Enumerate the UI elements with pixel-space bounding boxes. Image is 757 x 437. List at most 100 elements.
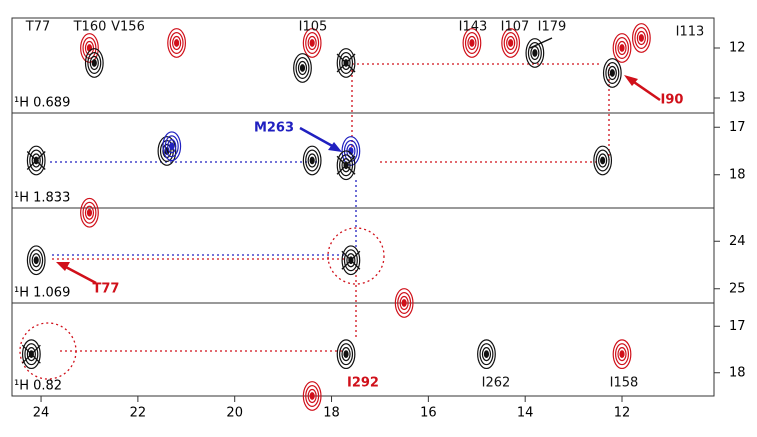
- arrow: [299, 126, 337, 150]
- peak-annotation: T77: [25, 20, 50, 35]
- peak-annotation: I262: [482, 376, 511, 391]
- peak-contour: [89, 55, 99, 71]
- y-tick-label: 13: [729, 91, 746, 106]
- peak-contour: [86, 208, 93, 217]
- peak-contour: [26, 245, 46, 276]
- highlight-circle: [19, 322, 77, 380]
- peak-contour: [503, 31, 518, 54]
- peak-contour: [339, 343, 354, 366]
- peak-contour: [341, 245, 361, 276]
- panel-label: ¹H 1.069: [14, 286, 70, 301]
- peak-contour: [617, 347, 627, 362]
- peak-contour: [607, 65, 617, 81]
- peak-contour: [31, 253, 41, 268]
- peak-contour: [157, 136, 177, 166]
- peak-contour: [21, 339, 41, 370]
- peak-cross: [341, 250, 361, 270]
- peak-contour: [84, 40, 95, 56]
- peak-contour: [302, 145, 322, 176]
- x-tick-label: 20: [226, 406, 243, 421]
- peak-contour: [297, 60, 308, 76]
- peak-contour: [302, 28, 322, 58]
- peak-contour: [91, 59, 97, 67]
- peak-contour: [167, 139, 177, 154]
- peak-contour: [532, 49, 538, 57]
- y-tick-label: 18: [729, 365, 746, 380]
- peak-annotation: I158: [610, 376, 639, 391]
- arrow: [61, 263, 97, 285]
- peak-contour: [530, 45, 540, 61]
- peak-contour: [302, 381, 322, 411]
- peak-contour: [612, 33, 632, 63]
- panel-label: ¹H 0.82: [14, 379, 62, 394]
- peak-contour: [307, 153, 317, 168]
- peak-annotation: I107: [501, 20, 530, 35]
- peak-contour: [307, 388, 317, 404]
- peak-cross: [26, 151, 46, 170]
- peak-contour: [339, 51, 354, 74]
- x-tick-label: 18: [323, 406, 340, 421]
- y-tick-label: 17: [729, 319, 746, 334]
- peak-contour: [399, 295, 409, 311]
- peak-annotation: I179: [538, 20, 567, 35]
- panel-frames: [11, 17, 715, 397]
- peak-contour: [341, 347, 351, 362]
- x-tick-label: 14: [517, 406, 534, 421]
- peak-cross: [21, 344, 41, 364]
- peak-contour: [619, 350, 625, 358]
- peak-contour: [469, 39, 475, 47]
- peak-contour: [634, 27, 649, 49]
- peak-contour: [336, 339, 356, 370]
- peak-contour: [80, 197, 99, 228]
- peak-contour: [82, 36, 97, 59]
- peak-annotation: M263: [254, 121, 294, 136]
- y-tick-label: 17: [729, 120, 746, 135]
- peak-cross: [336, 155, 356, 175]
- peak-contour: [33, 256, 39, 265]
- panel-label: ¹H 1.833: [14, 191, 70, 206]
- peak-cross: [336, 53, 356, 73]
- peak-contour: [615, 343, 630, 366]
- connectors: [19, 63, 610, 380]
- peak-contour: [605, 61, 620, 84]
- peak-contour: [341, 55, 351, 71]
- peak-contour: [299, 64, 306, 72]
- peak-annotation: T77: [93, 282, 120, 297]
- peak-contour: [169, 142, 175, 151]
- frame: [11, 17, 715, 397]
- peak-contour: [394, 288, 414, 318]
- peak-contour: [336, 48, 356, 78]
- peak-contour: [609, 69, 615, 77]
- peak-contour: [343, 350, 349, 358]
- peak-contour: [462, 28, 482, 58]
- peak-contour: [501, 28, 521, 58]
- peak-annotation: I143: [459, 20, 488, 35]
- peak-contour: [595, 149, 610, 172]
- peak-contour: [307, 35, 317, 51]
- peak-contour: [309, 39, 315, 47]
- peak-contour: [82, 201, 97, 224]
- y-tick-label: 12: [729, 41, 746, 56]
- peak-contour: [305, 149, 320, 172]
- arrowhead: [328, 142, 342, 152]
- peak-contour: [508, 39, 514, 47]
- y-tick-label: 18: [729, 167, 746, 182]
- peak-annotation: I105: [299, 20, 328, 35]
- peak-contour: [84, 205, 95, 220]
- peak-annotation: I90: [661, 93, 684, 108]
- peak-contour: [336, 150, 356, 181]
- peak-contour: [341, 158, 351, 173]
- peak-contour: [164, 135, 179, 158]
- x-tick-label: 16: [420, 406, 437, 421]
- peak-annotation: T160: [73, 20, 107, 35]
- peak-contour: [612, 339, 632, 370]
- peak-contour: [309, 392, 315, 400]
- y-tick-label: 25: [729, 281, 746, 296]
- peak-contour: [477, 339, 496, 370]
- peak-contour: [305, 31, 320, 54]
- plot-layer: 24 22 20 18 16 14 12 12 13 ¹H 0.689 T77 T160 V156 I10…: [14, 20, 746, 421]
- peak-contour: [598, 153, 608, 168]
- peak-contour: [481, 347, 492, 362]
- peak-annotation: I113: [676, 25, 705, 40]
